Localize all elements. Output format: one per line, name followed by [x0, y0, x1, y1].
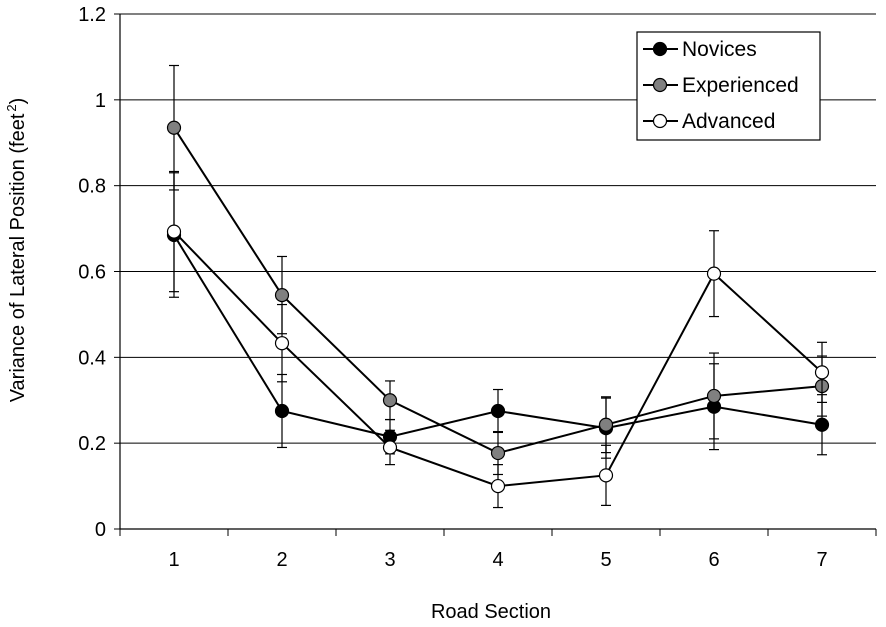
- data-point: [814, 365, 830, 380]
- axes: [119, 14, 876, 530]
- data-point: [706, 388, 722, 404]
- data-point: [706, 266, 722, 281]
- data-point: [382, 393, 398, 408]
- legend-label: Experienced: [682, 74, 799, 97]
- data-point: [382, 440, 398, 455]
- y-tick-label: 0.4: [78, 347, 106, 369]
- legend-marker: [652, 113, 668, 129]
- legend-label: Novices: [682, 38, 757, 61]
- x-tick-label: 7: [816, 549, 827, 571]
- x-tick-label: 6: [708, 549, 719, 571]
- y-tick-labels: 0 0.2 0.4 0.6 0.8 1 1.2: [78, 4, 106, 541]
- x-tick-label: 4: [492, 549, 503, 571]
- data-point: [274, 288, 290, 303]
- y-axis-title-superscript: 2: [4, 104, 19, 111]
- y-axis-title-main: Variance of Lateral Position (feet: [7, 113, 29, 402]
- data-point: [274, 336, 290, 351]
- y-tick-label: 1: [95, 90, 106, 112]
- data-point: [598, 417, 614, 432]
- x-tick-label: 2: [276, 549, 287, 571]
- legend: Novices Experienced Advanced: [636, 31, 821, 141]
- x-tick-label: 3: [384, 549, 395, 571]
- data-point: [490, 478, 506, 494]
- data-point: [490, 445, 506, 461]
- x-axis-title: Road Section: [431, 601, 551, 623]
- y-tick-label: 0.6: [78, 262, 106, 284]
- data-point: [598, 468, 614, 483]
- y-tick-label: 1.2: [78, 4, 106, 26]
- data-point: [166, 224, 182, 239]
- x-tick-label: 5: [600, 549, 611, 571]
- series-novices: [166, 172, 830, 459]
- legend-marker: [652, 41, 668, 57]
- y-tick-label: 0.8: [78, 176, 106, 198]
- data-point: [166, 120, 182, 135]
- legend-marker: [652, 77, 668, 93]
- x-tick-labels: 1 2 3 4 5 6 7: [119, 529, 877, 571]
- legend-label: Advanced: [682, 110, 775, 133]
- y-tick-label: 0.2: [78, 433, 106, 455]
- y-axis-title-suffix: ): [7, 98, 29, 105]
- data-point: [814, 417, 830, 432]
- x-tick-label: 1: [168, 549, 179, 571]
- y-tick-label: 0: [95, 519, 106, 541]
- y-axis-title: Variance of Lateral Position (feet 2): [4, 98, 29, 403]
- series-advanced: [166, 170, 830, 509]
- series-group: [166, 64, 830, 509]
- data-point: [274, 403, 290, 419]
- data-point: [490, 403, 506, 419]
